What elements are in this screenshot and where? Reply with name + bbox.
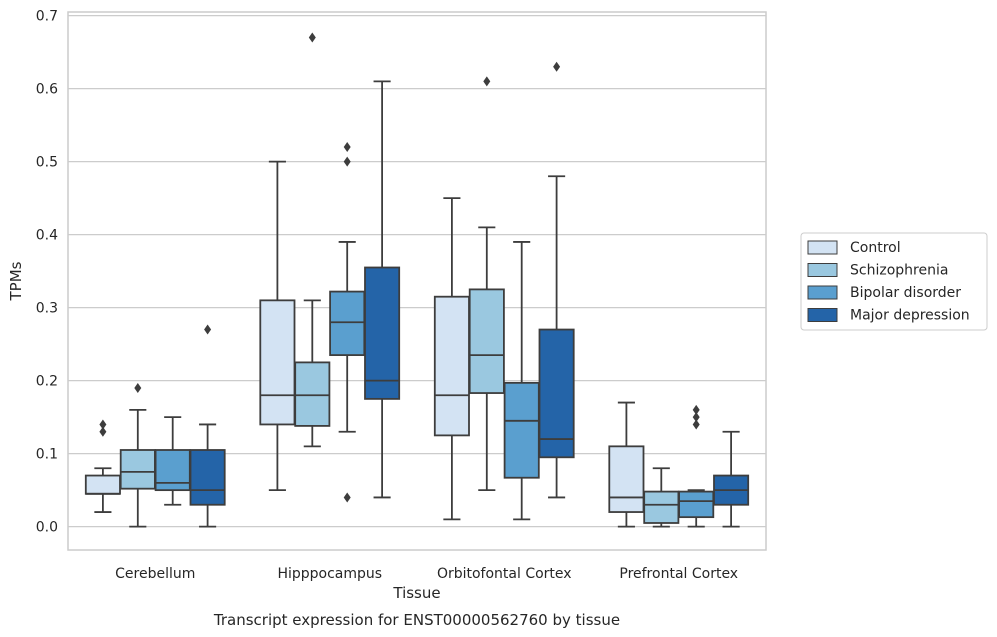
legend-label: Bipolar disorder bbox=[850, 285, 961, 301]
box-iqr bbox=[678, 490, 715, 519]
box-major-depression bbox=[189, 324, 226, 528]
legend-frame bbox=[800, 232, 988, 331]
y-tick-label: 0.3 bbox=[36, 301, 58, 317]
y-axis-label: TPMs bbox=[7, 261, 25, 301]
box-iqr bbox=[259, 299, 296, 426]
box-series bbox=[84, 32, 750, 528]
box-iqr bbox=[468, 288, 505, 394]
outlier-point bbox=[343, 142, 351, 153]
y-tick-labels: 0.0 0.1 0.2 0.3 0.4 0.5 0.6 0.7 bbox=[36, 9, 58, 536]
box-control bbox=[84, 419, 121, 513]
legend-swatch bbox=[807, 240, 838, 255]
outlier-point bbox=[343, 492, 351, 503]
x-tick-label: Orbitofontal Cortex bbox=[437, 566, 572, 582]
y-tick-label: 0.1 bbox=[36, 447, 58, 463]
box-iqr bbox=[119, 449, 156, 490]
legend-label: Major depression bbox=[850, 308, 970, 324]
box-schizophrenia bbox=[294, 32, 331, 448]
legend: Control Schizophrenia Bipolar disorder Majo… bbox=[800, 232, 988, 331]
box-iqr bbox=[433, 295, 470, 437]
x-tick-labels: Cerebellum Hipppocampus Orbitofontal Corte… bbox=[115, 566, 738, 582]
box-bipolar-disorder bbox=[154, 416, 191, 506]
box-control bbox=[259, 160, 296, 492]
outlier-point bbox=[99, 426, 107, 437]
outlier-point bbox=[483, 76, 491, 87]
legend-label: Control bbox=[850, 240, 901, 256]
legend-swatch bbox=[807, 308, 838, 322]
outlier-point bbox=[99, 419, 107, 430]
legend-swatch bbox=[807, 285, 838, 300]
box-major-depression bbox=[538, 61, 575, 499]
box-iqr bbox=[608, 445, 645, 513]
x-axis-label: Tissue bbox=[392, 584, 440, 602]
y-tick-label: 0.5 bbox=[36, 155, 58, 171]
box-iqr bbox=[189, 449, 226, 506]
box-iqr bbox=[294, 361, 331, 427]
chart-caption: Transcript expression for ENST0000056276… bbox=[213, 611, 620, 629]
box-control bbox=[608, 401, 645, 528]
box-control bbox=[433, 197, 470, 521]
y-tick-label: 0.7 bbox=[36, 9, 58, 25]
box-iqr bbox=[503, 381, 540, 479]
y-tick-label: 0.6 bbox=[36, 82, 58, 98]
box-iqr bbox=[364, 266, 401, 400]
box-major-depression bbox=[364, 80, 401, 499]
outlier-point bbox=[204, 324, 212, 335]
box-iqr bbox=[643, 490, 680, 524]
box-iqr bbox=[84, 474, 121, 495]
outlier-point bbox=[134, 382, 142, 393]
box-iqr bbox=[329, 290, 366, 356]
box-bipolar-disorder bbox=[678, 404, 715, 528]
outlier-point bbox=[343, 156, 351, 167]
outlier-point bbox=[692, 412, 700, 423]
outlier-point bbox=[692, 419, 700, 430]
outlier-point bbox=[308, 32, 316, 43]
outlier-point bbox=[692, 404, 700, 415]
legend-swatch bbox=[807, 263, 838, 277]
x-tick-label: Prefrontal Cortex bbox=[619, 566, 738, 582]
legend-label: Schizophrenia bbox=[850, 263, 948, 279]
box-schizophrenia bbox=[119, 382, 156, 528]
box-iqr bbox=[538, 328, 575, 459]
outlier-point bbox=[553, 61, 561, 72]
box-schizophrenia bbox=[468, 76, 505, 492]
y-tick-label: 0.4 bbox=[36, 228, 58, 244]
y-tick-label: 0.0 bbox=[36, 520, 58, 536]
x-tick-label: Hipppocampus bbox=[277, 566, 382, 582]
y-tick-label: 0.2 bbox=[36, 374, 58, 390]
box-major-depression bbox=[713, 430, 750, 528]
x-tick-label: Cerebellum bbox=[115, 566, 195, 582]
box-bipolar-disorder bbox=[503, 241, 540, 521]
box-iqr bbox=[154, 449, 191, 492]
